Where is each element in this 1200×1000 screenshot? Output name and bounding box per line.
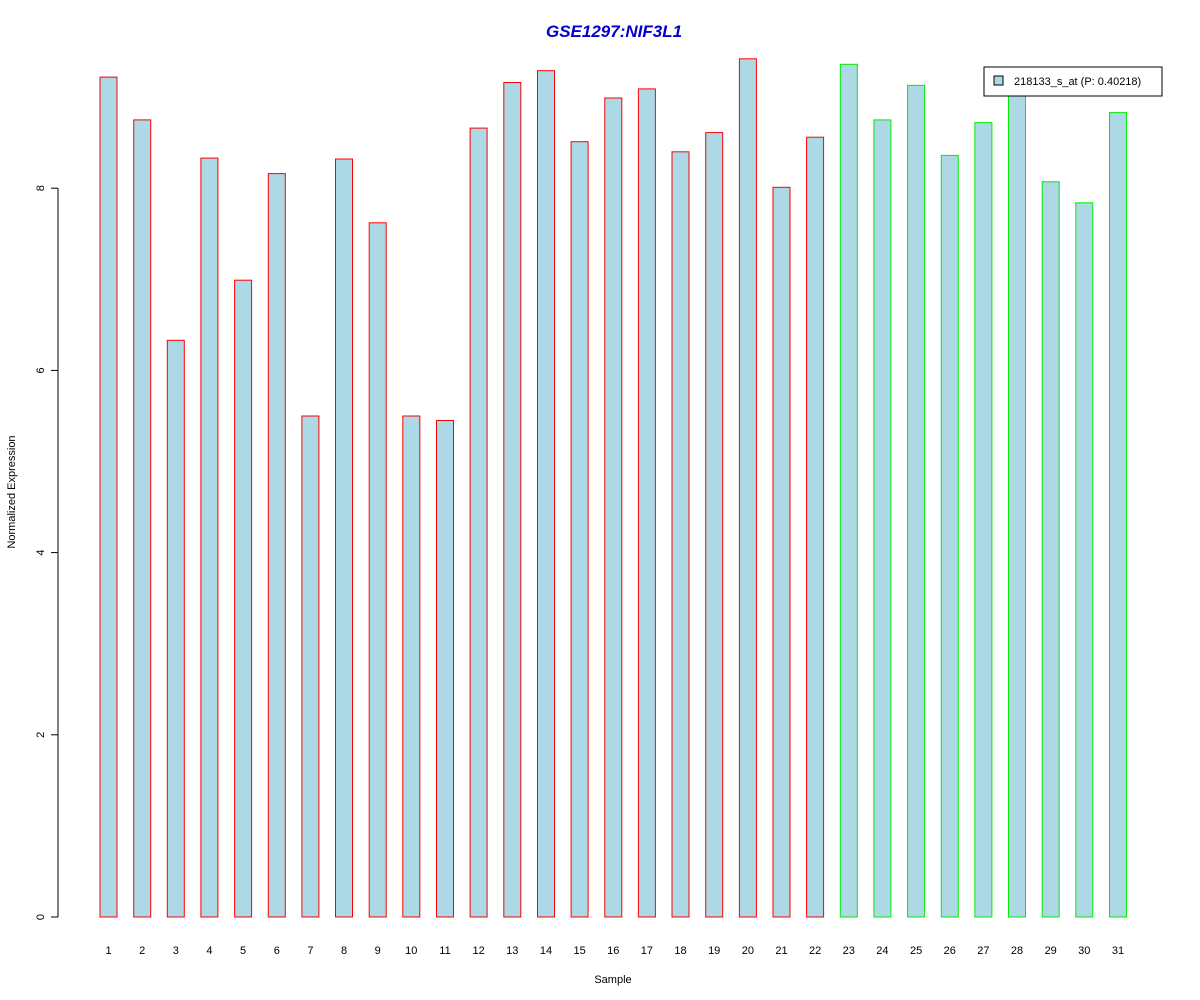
bar-sample-3	[166, 339, 185, 918]
y-axis-label: Normalized Expression	[6, 435, 18, 548]
bar-sample-8	[335, 158, 353, 918]
x-tick-label: 25	[910, 945, 922, 957]
y-tick-label: 4	[35, 550, 47, 556]
x-tick-label: 18	[674, 945, 686, 957]
bar-sample-27	[974, 122, 993, 918]
x-tick-label: 10	[405, 945, 417, 957]
x-tick-label: 11	[439, 945, 450, 957]
bar-sample-17	[637, 88, 656, 918]
bar-sample-1	[99, 76, 118, 918]
x-tick-label: 4	[206, 945, 212, 957]
legend-swatch	[993, 75, 1004, 86]
x-tick-label: 12	[472, 945, 484, 957]
bar-sample-2	[133, 119, 152, 918]
bar-sample-12	[469, 127, 488, 918]
x-tick-label: 21	[775, 945, 787, 957]
x-tick-label: 19	[708, 945, 720, 957]
x-tick-label: 28	[1011, 945, 1023, 957]
x-tick-label: 2	[139, 945, 145, 957]
x-tick-label: 6	[274, 945, 280, 957]
bar-sample-22	[806, 136, 825, 918]
x-tick-label: 17	[641, 945, 653, 957]
legend-label: 218133_s_at (P: 0.40218)	[1014, 76, 1141, 88]
bar-sample-11	[436, 420, 454, 918]
bar-sample-30	[1075, 202, 1094, 918]
x-tick-label: 30	[1078, 945, 1090, 957]
bar-sample-24	[873, 119, 892, 918]
chart-title: GSE1297:NIF3L1	[546, 22, 682, 41]
x-tick-label: 20	[742, 945, 754, 957]
x-tick-label: 22	[809, 945, 821, 957]
x-tick-label: 14	[540, 945, 552, 957]
bar-sample-28	[1008, 90, 1026, 918]
bars-group	[99, 58, 1127, 918]
bar-sample-29	[1041, 181, 1060, 918]
x-tick-label: 24	[876, 945, 888, 957]
bar-sample-7	[301, 415, 320, 918]
x-tick-label: 15	[573, 945, 585, 957]
bar-sample-25	[907, 84, 926, 918]
bar-sample-21	[772, 186, 791, 918]
bar-sample-9	[368, 222, 387, 918]
bar-sample-5	[234, 279, 253, 918]
x-tick-label: 8	[341, 945, 347, 957]
x-tick-label: 9	[375, 945, 381, 957]
x-tick-label: 26	[944, 945, 956, 957]
y-tick-label: 8	[35, 185, 47, 191]
bar-sample-13	[503, 82, 522, 918]
x-tick-label: 13	[506, 945, 518, 957]
bar-sample-26	[940, 154, 959, 918]
x-tick-label: 29	[1045, 945, 1057, 957]
x-tick-label: 27	[977, 945, 989, 957]
bar-sample-23	[839, 63, 858, 918]
x-tick-label: 16	[607, 945, 619, 957]
x-tick-label: 5	[240, 945, 246, 957]
x-tick-label: 31	[1112, 945, 1124, 957]
bar-sample-18	[671, 151, 690, 918]
x-tick-label: 1	[105, 945, 111, 957]
bar-sample-31	[1109, 112, 1127, 918]
bar-sample-10	[402, 415, 421, 918]
bar-sample-20	[738, 58, 757, 918]
x-tick-labels: 1 2 3 4 5 6 7 8 9 10 11 12 13 14 15 16 17 18 19 20 21 22 23 24 2…	[105, 945, 1124, 957]
y-tick-label: 6	[35, 367, 47, 373]
y-tick-label: 0	[35, 914, 47, 920]
legend-box	[983, 66, 1163, 97]
bar-sample-14	[537, 70, 555, 918]
x-axis-label: Sample	[594, 974, 631, 986]
bar-sample-15	[570, 141, 589, 918]
bar-sample-6	[267, 173, 286, 918]
x-tick-label: 23	[843, 945, 855, 957]
y-axis: 0 2 4 6 8	[35, 185, 59, 920]
bar-sample-19	[705, 132, 724, 918]
bar-sample-16	[604, 97, 623, 918]
legend: 218133_s_at (P: 0.40218)	[983, 66, 1163, 97]
x-tick-label: 7	[307, 945, 313, 957]
y-tick-label: 2	[35, 732, 47, 738]
x-tick-label: 3	[173, 945, 179, 957]
bar-sample-4	[200, 157, 219, 918]
